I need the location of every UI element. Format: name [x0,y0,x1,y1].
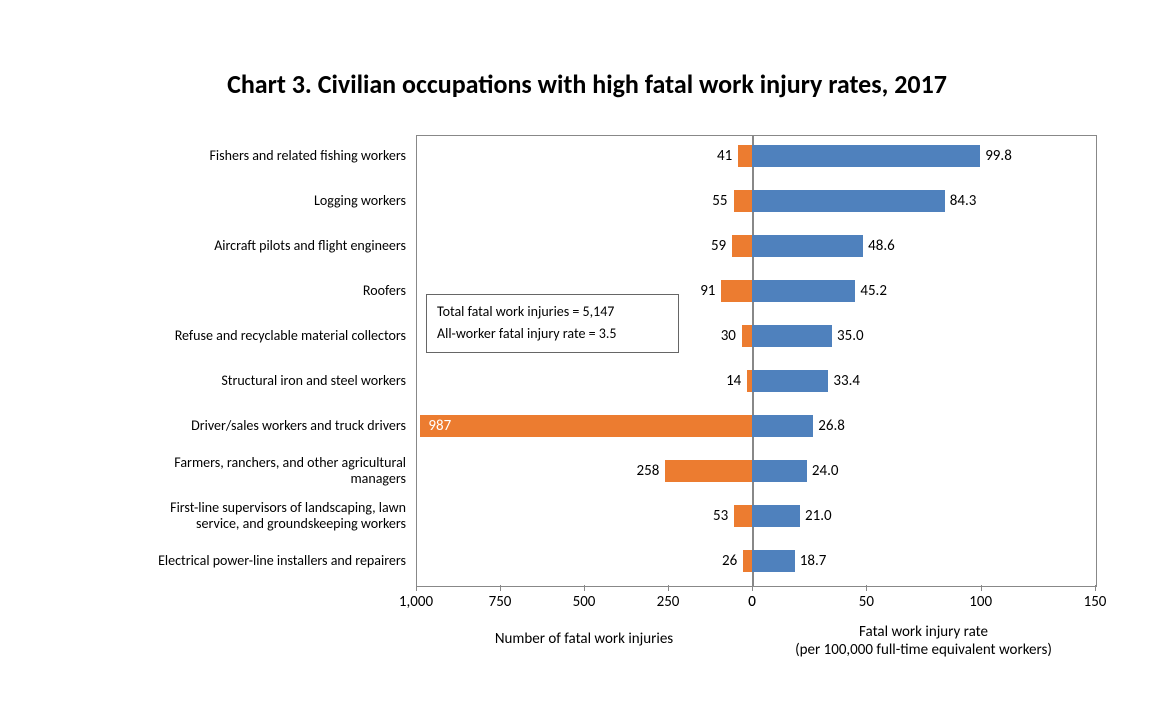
category-label: Roofers [106,283,406,299]
category-label-line: First-line supervisors of landscaping, l… [106,500,406,516]
count-bar [734,190,752,212]
rate-value-label: 48.6 [868,237,895,255]
note-line-1: Total fatal work injuries = 5,147 [437,301,668,323]
count-bar [420,415,752,437]
rate-bar [752,550,795,572]
right-axis-tick-label: 50 [859,593,874,611]
category-label-line: Roofers [106,283,406,299]
right-axis-title: Fatal work injury rate (per 100,000 full… [752,623,1095,659]
tick-mark [668,585,669,591]
rate-value-label: 21.0 [805,507,832,525]
category-label-line: Farmers, ranchers, and other agricultura… [106,455,406,471]
category-label: Farmers, ranchers, and other agricultura… [106,455,406,487]
count-value-label: 55 [694,192,728,210]
rate-bar [752,460,807,482]
tick-mark [584,585,585,591]
rate-value-label: 18.7 [800,552,827,570]
category-label: Electrical power-line installers and rep… [106,553,406,569]
category-label: Fishers and related fishing workers [106,148,406,164]
rate-bar [752,505,800,527]
right-axis-title-line1: Fatal work injury rate [752,623,1095,641]
count-bar [734,505,752,527]
note-line-2: All-worker fatal injury rate = 3.5 [437,323,668,345]
category-label: Aircraft pilots and flight engineers [106,238,406,254]
count-bar [738,145,752,167]
rate-bar [752,235,863,257]
category-label: First-line supervisors of landscaping, l… [106,500,406,532]
category-label: Structural iron and steel workers [106,373,406,389]
count-value-label: 30 [702,327,736,345]
rate-bar [752,325,832,347]
rate-value-label: 26.8 [818,417,845,435]
count-value-label: 258 [625,462,659,480]
count-value-label: 41 [698,147,732,165]
category-label-line: Logging workers [106,193,406,209]
count-value-label: 987 [428,417,451,435]
category-label-line: Electrical power-line installers and rep… [106,553,406,569]
left-axis-tick-label: 750 [489,593,512,611]
category-label-line: Refuse and recyclable material collector… [106,328,406,344]
tick-mark [866,585,867,591]
count-bar [742,325,752,347]
right-axis-title-line2: (per 100,000 full-time equivalent worker… [752,641,1095,659]
count-bar [743,550,752,572]
count-value-label: 26 [703,552,737,570]
tick-mark [416,585,417,591]
rate-value-label: 35.0 [837,327,864,345]
tick-mark [500,585,501,591]
rate-bar [752,415,813,437]
rate-bar [752,145,980,167]
right-axis-tick-label: 100 [969,593,992,611]
category-label: Logging workers [106,193,406,209]
rate-value-label: 33.4 [833,372,860,390]
category-label-line: Aircraft pilots and flight engineers [106,238,406,254]
chart-title: Chart 3. Civilian occupations with high … [0,68,1174,100]
tick-mark [981,585,982,591]
count-value-label: 91 [681,282,715,300]
rate-bar [752,370,828,392]
category-label-line: managers [106,471,406,487]
category-label: Driver/sales workers and truck drivers [106,418,406,434]
rate-value-label: 84.3 [950,192,977,210]
category-label: Refuse and recyclable material collector… [106,328,406,344]
count-bar [721,280,752,302]
category-label-line: Fishers and related fishing workers [106,148,406,164]
rate-bar [752,280,855,302]
summary-note-box: Total fatal work injuries = 5,147 All-wo… [426,294,679,353]
left-axis-tick-label: 1,000 [399,593,433,611]
count-value-label: 53 [694,507,728,525]
right-axis-tick-label: 0 [748,593,756,611]
left-axis-tick-label: 250 [657,593,680,611]
rate-value-label: 99.8 [985,147,1012,165]
count-bar [665,460,752,482]
left-axis-tick-label: 500 [573,593,596,611]
tick-mark [1095,585,1096,591]
rate-value-label: 24.0 [812,462,839,480]
left-axis-title: Number of fatal work injuries [416,630,752,648]
category-label-line: Structural iron and steel workers [106,373,406,389]
rate-bar [752,190,945,212]
category-label-line: service, and groundskeeping workers [106,516,406,532]
count-bar [732,235,752,257]
category-label-line: Driver/sales workers and truck drivers [106,418,406,434]
rate-value-label: 45.2 [860,282,887,300]
tick-mark [752,585,753,591]
count-value-label: 14 [707,372,741,390]
count-value-label: 59 [692,237,726,255]
right-axis-tick-label: 150 [1084,593,1107,611]
